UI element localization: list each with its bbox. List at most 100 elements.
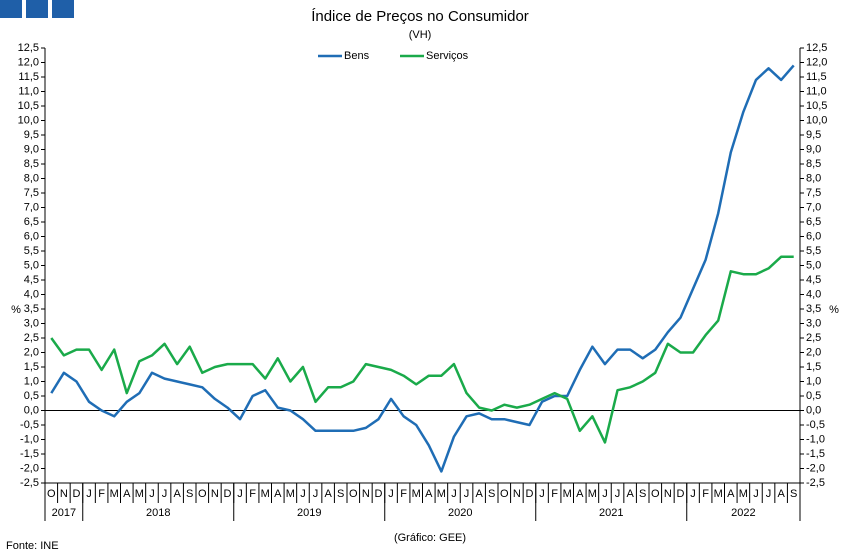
x-tick-label: J [237, 488, 243, 500]
x-tick-label: S [186, 488, 193, 500]
x-tick-label: M [588, 488, 597, 500]
x-tick-label: M [261, 488, 270, 500]
y2-tick-label: 1,5 [806, 361, 821, 373]
x-tick-label: D [676, 488, 684, 500]
x-tick-label: O [47, 488, 56, 500]
y2-tick-label: -1,5 [806, 448, 825, 460]
x-tick-label: S [639, 488, 646, 500]
x-tick-label: A [576, 488, 584, 500]
x-tick-label: F [249, 488, 256, 500]
y2-tick-label: 11,5 [806, 71, 827, 83]
y2-tick-label: 5,0 [806, 259, 821, 271]
y-tick-label: 10,5 [18, 100, 39, 112]
x-tick-label: N [60, 488, 68, 500]
x-tick-label: F [702, 488, 709, 500]
y2-tick-label: 7,5 [806, 187, 821, 199]
y2-axis-label: % [829, 304, 839, 316]
x-tick-label: M [563, 488, 572, 500]
x-tick-label: J [539, 488, 545, 500]
y-tick-label: 3,0 [24, 317, 39, 329]
y2-tick-label: -0,5 [806, 419, 825, 431]
x-tick-label: S [337, 488, 344, 500]
y-tick-label: 4,0 [24, 288, 39, 300]
y2-tick-label: 2,0 [806, 346, 821, 358]
x-tick-label: A [173, 488, 181, 500]
x-tick-label: J [690, 488, 696, 500]
logo-block [52, 0, 74, 18]
year-label: 2022 [731, 507, 755, 519]
x-tick-label: A [727, 488, 735, 500]
x-tick-label: O [349, 488, 358, 500]
data-line [50, 64, 795, 473]
chart-subtitle: (VH) [409, 29, 432, 41]
y-tick-label: 12,5 [18, 42, 39, 54]
x-tick-label: M [412, 488, 421, 500]
x-tick-label: A [425, 488, 433, 500]
x-tick-label: N [664, 488, 672, 500]
y2-tick-label: 8,5 [806, 158, 821, 170]
y-tick-label: 5,5 [24, 245, 39, 257]
y-tick-label: 1,5 [24, 361, 39, 373]
chart-title: Índice de Preços no Consumidor [311, 8, 529, 25]
x-tick-label: A [123, 488, 131, 500]
x-tick-label: M [739, 488, 748, 500]
y-tick-label: 0,0 [24, 404, 39, 416]
y-tick-label: 6,5 [24, 216, 39, 228]
y-tick-label: 2,0 [24, 346, 39, 358]
x-tick-label: F [400, 488, 407, 500]
y2-tick-label: 6,5 [806, 216, 821, 228]
year-label: 2018 [146, 507, 170, 519]
y2-tick-label: 10,5 [806, 100, 827, 112]
x-tick-label: O [500, 488, 509, 500]
y2-tick-label: 7,0 [806, 201, 821, 213]
x-tick-label: A [626, 488, 634, 500]
y2-tick-label: 0,0 [806, 404, 821, 416]
y-tick-label: -1,5 [20, 448, 39, 460]
y2-tick-label: -2,0 [806, 462, 825, 474]
y2-tick-label: 1,0 [806, 375, 821, 387]
x-tick-label: D [72, 488, 80, 500]
y2-tick-label: 11,0 [806, 85, 827, 97]
x-tick-label: D [525, 488, 533, 500]
x-tick-label: J [753, 488, 759, 500]
y-tick-label: 5,0 [24, 259, 39, 271]
y-tick-label: -0,5 [20, 419, 39, 431]
y-tick-label: 11,5 [18, 71, 39, 83]
y2-tick-label: -1,0 [806, 433, 825, 445]
x-tick-label: D [223, 488, 231, 500]
logo-block [0, 0, 22, 18]
x-tick-label: N [513, 488, 521, 500]
y2-tick-label: 9,0 [806, 143, 821, 155]
y2-tick-label: 5,5 [806, 245, 821, 257]
legend-label: Bens [344, 50, 370, 62]
y-tick-label: 7,5 [24, 187, 39, 199]
x-tick-label: J [86, 488, 92, 500]
y-tick-label: 4,5 [24, 274, 39, 286]
source-note: Fonte: INE [6, 540, 59, 552]
y-tick-label: 1,0 [24, 375, 39, 387]
y2-tick-label: 12,5 [806, 42, 827, 54]
x-tick-label: J [313, 488, 319, 500]
x-tick-label: N [362, 488, 370, 500]
y2-tick-label: -2,5 [806, 477, 825, 489]
year-label: 2019 [297, 507, 321, 519]
x-tick-label: J [388, 488, 394, 500]
x-tick-label: J [766, 488, 772, 500]
y2-tick-label: 8,0 [806, 172, 821, 184]
y2-tick-label: 3,0 [806, 317, 821, 329]
x-tick-label: J [464, 488, 470, 500]
x-tick-label: M [110, 488, 119, 500]
x-tick-label: A [274, 488, 282, 500]
x-tick-label: J [615, 488, 621, 500]
y2-tick-label: 9,5 [806, 129, 821, 141]
y-tick-label: -2,0 [20, 462, 39, 474]
x-tick-label: A [324, 488, 332, 500]
y-tick-label: 3,5 [24, 303, 39, 315]
y2-tick-label: 12,0 [806, 56, 827, 68]
year-label: 2017 [52, 507, 76, 519]
y2-tick-label: 10,0 [806, 114, 827, 126]
y-tick-label: 9,0 [24, 143, 39, 155]
y-tick-label: 12,0 [18, 56, 39, 68]
legend-label: Serviços [426, 50, 469, 62]
